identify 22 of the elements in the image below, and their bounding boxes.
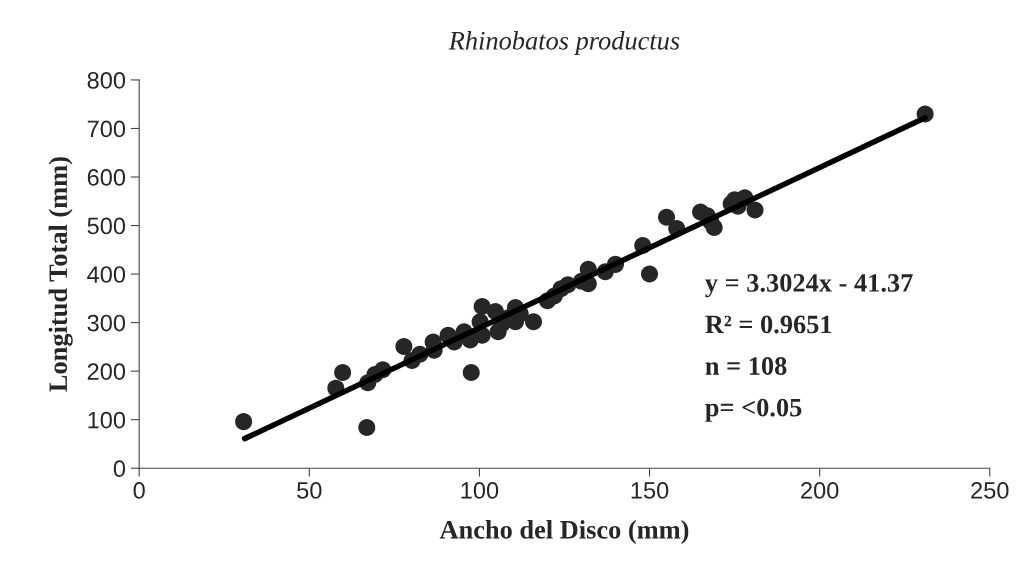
x-tick-label: 250 [971, 482, 1009, 499]
y-tick-label: 100 [88, 411, 126, 429]
x-tick-label: 200 [801, 482, 839, 499]
y-tick-label: 300 [87, 314, 126, 332]
y-tick-label: 700 [87, 120, 126, 138]
y-tick-label: 200 [87, 363, 126, 380]
y-tick-label: 600 [87, 169, 126, 186]
y-tick-label: 0 [113, 460, 126, 478]
annotation: p= <0.05 [705, 398, 802, 422]
x-tick-label: 50 [297, 482, 322, 499]
y-axis-title: Longitud Total (mm) [48, 157, 73, 392]
annotation: y = 3.3024x - 41.37 [705, 274, 913, 298]
x-tick-label: 100 [461, 482, 499, 499]
x-tick-label: 150 [631, 482, 669, 499]
x-axis-title: Ancho del Disco (mm) [439, 520, 689, 545]
y-tick-label: 400 [87, 266, 126, 283]
annotation: R² = 0.9651 [705, 315, 832, 334]
y-tick-label: 800 [87, 72, 126, 89]
x-tick-label: 0 [133, 482, 145, 499]
y-tick-label: 500 [87, 217, 126, 235]
annotation: n = 108 [705, 357, 787, 375]
chart-title: Rhinobatos productus [448, 31, 680, 55]
